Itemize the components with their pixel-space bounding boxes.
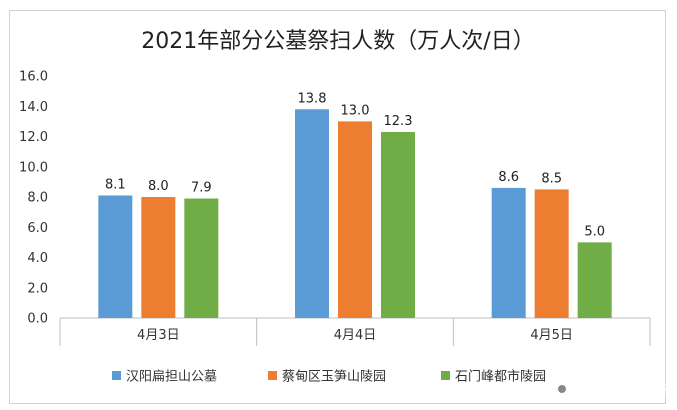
bar-value-label: 13.0: [341, 103, 370, 118]
bar: [98, 195, 133, 318]
axes: 0.0 2.0 4.0 6.0 8.0 10.0 12.0 14.0 16.0 4月3日 4月4日 4…: [19, 70, 651, 346]
camera-lens-icon: [558, 385, 566, 393]
y-tick-label: 12.0: [19, 130, 48, 145]
bar: [491, 187, 526, 318]
bar-value-label: 12.3: [384, 114, 413, 129]
bar-value-label: 8.6: [498, 170, 519, 185]
bar-value-label: 5.0: [584, 224, 605, 239]
bar-value-label: 7.9: [191, 181, 212, 196]
bar-value-label: 8.1: [105, 177, 126, 192]
data-labels: 8.1 8.0 7.9 13.8 13.0 12.3 8.6 8.5 5.0: [105, 91, 605, 239]
y-tick-label: 8.0: [27, 191, 48, 206]
legend-label: 石门峰都市陵园: [455, 369, 546, 385]
y-tick-label: 14.0: [19, 100, 48, 115]
y-tick-label: 6.0: [27, 221, 48, 236]
bar: [338, 121, 372, 318]
bar-value-label: 8.0: [148, 179, 169, 194]
x-category-label: 4月4日: [334, 328, 377, 343]
watermark: 头条 @武汉交警: [553, 380, 677, 398]
bar: [534, 189, 569, 318]
bar-value-label: 13.8: [298, 91, 327, 106]
y-tick-label: 10.0: [19, 160, 48, 175]
legend-swatch: [268, 371, 277, 380]
x-category-label: 4月5日: [530, 328, 573, 343]
y-tick-label: 2.0: [27, 281, 48, 296]
y-tick-label: 4.0: [27, 251, 48, 266]
legend-swatch: [441, 371, 450, 380]
bar-value-label: 8.5: [541, 171, 562, 186]
bar: [141, 197, 176, 318]
legend: 汉阳扁担山公墓 蔡甸区玉笋山陵园 石门峰都市陵园: [112, 369, 546, 385]
bars: [98, 109, 612, 319]
bar: [184, 198, 219, 318]
legend-label: 汉阳扁担山公墓: [126, 370, 217, 385]
x-category-label: 4月3日: [137, 328, 180, 343]
legend-swatch: [112, 371, 121, 380]
y-tick-label: 0.0: [27, 312, 48, 327]
legend-label: 蔡甸区玉笋山陵园: [282, 369, 386, 385]
watermark-text: 头条 @武汉交警: [576, 380, 677, 398]
bar: [577, 242, 612, 318]
bar: [381, 131, 415, 318]
bar: [295, 109, 329, 319]
y-tick-label: 16.0: [19, 70, 48, 85]
chart-title: 2021年部分公墓祭扫人数（万人次/日）: [141, 29, 534, 54]
